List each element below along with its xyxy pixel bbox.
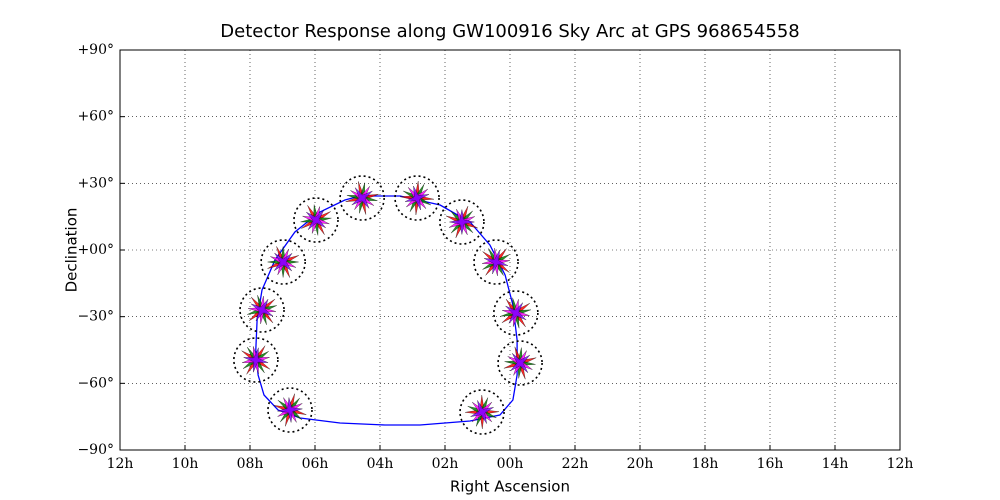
x-tick-label: 10h (172, 456, 199, 472)
glyph-circle (473, 239, 519, 285)
detector-glyph (233, 337, 279, 383)
detector-glyph (459, 389, 505, 435)
detector-glyph (497, 340, 543, 386)
glyph-star (251, 299, 274, 321)
y-tick-label: +60° (77, 109, 114, 125)
y-tick-label: +30° (77, 175, 114, 191)
y-tick-label: −30° (77, 309, 114, 325)
detector-glyph (473, 239, 519, 285)
glyph-star (306, 210, 326, 230)
detector-glyph (239, 287, 285, 333)
x-tick-label: 12h (887, 456, 914, 472)
glyph-circle (439, 199, 485, 245)
glyph-circle (293, 197, 339, 243)
glyph-star (484, 249, 509, 275)
y-axis-label: Declination (63, 208, 81, 293)
y-tick-label: −90° (77, 442, 114, 458)
glyph-circle (260, 239, 306, 285)
glyph-circle (394, 175, 440, 221)
x-tick-label: 00h (497, 456, 524, 472)
x-tick-label: 06h (302, 456, 329, 472)
glyph-star (274, 252, 293, 272)
chart-title: Detector Response along GW100916 Sky Arc… (220, 21, 799, 42)
detector-glyph (339, 175, 385, 221)
x-tick-label: 04h (367, 456, 394, 472)
glyph-star (243, 347, 269, 373)
glyph-star (449, 209, 475, 235)
glyph-circle (493, 290, 539, 336)
glyph-star (277, 397, 303, 423)
glyph-star (470, 400, 494, 424)
glyph-star (405, 185, 430, 211)
glyph-star (510, 353, 530, 373)
x-tick-label: 14h (822, 456, 849, 472)
x-tick-label: 20h (627, 456, 654, 472)
x-tick-label: 12h (107, 456, 134, 472)
plot-frame (119, 49, 901, 451)
glyph-circle (233, 337, 279, 383)
glyph-circle (239, 287, 285, 333)
glyph-circle (339, 175, 385, 221)
x-tick-label: 22h (562, 456, 589, 472)
detector-glyph (267, 387, 313, 433)
y-tick-label: +90° (77, 42, 114, 58)
x-tick-label: 16h (757, 456, 784, 472)
x-tick-label: 18h (692, 456, 719, 472)
glyph-circle (267, 387, 313, 433)
glyph-star (351, 187, 373, 209)
detector-glyph (493, 290, 539, 336)
glyph-circle (459, 389, 505, 435)
x-tick-label: 08h (237, 456, 264, 472)
detector-glyph (260, 239, 306, 285)
glyph-circle (497, 340, 543, 386)
glyph-star (505, 302, 527, 324)
y-tick-label: +00° (77, 242, 114, 258)
x-tick-label: 02h (432, 456, 459, 472)
y-tick-label: −60° (77, 375, 114, 391)
detector-glyph (293, 197, 339, 243)
detector-glyph (394, 175, 440, 221)
x-axis-label: Right Ascension (450, 478, 570, 496)
detector-glyph (439, 199, 485, 245)
